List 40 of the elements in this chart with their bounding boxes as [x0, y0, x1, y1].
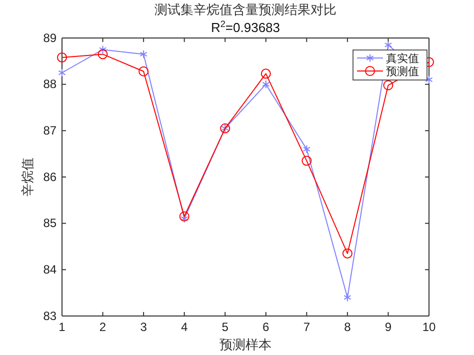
y-axis-title: 辛烷值 [21, 158, 36, 196]
chart-subtitle: R$^{2}$=0.93683 [210, 19, 280, 35]
point [302, 156, 312, 166]
point [179, 211, 190, 222]
point [302, 144, 310, 154]
x-tick-label: 1 [58, 320, 66, 334]
x-tick-label: 9 [384, 320, 392, 334]
x-tick-label: 6 [262, 320, 270, 334]
x-tick-label: 7 [303, 320, 310, 334]
x-tick-label: 2 [99, 320, 106, 334]
point [180, 214, 188, 223]
y-tick-label: 84 [43, 262, 57, 277]
point [57, 52, 67, 62]
point [262, 80, 270, 89]
y-tick-label: 86 [43, 170, 57, 184]
point [384, 40, 392, 50]
y-tick-label: 83 [43, 308, 57, 323]
point [342, 248, 352, 258]
legend-label: 真实值 [386, 52, 419, 65]
y-tick-label: 88 [43, 77, 57, 92]
x-tick-label: 10 [422, 320, 436, 334]
y-tick-label: 87 [43, 124, 57, 138]
x-tick-label: 8 [344, 320, 352, 334]
point [98, 49, 108, 60]
point [383, 80, 394, 90]
point [58, 68, 66, 78]
x-tick-label: 5 [222, 320, 229, 334]
point [260, 68, 271, 79]
x-tick-label: 3 [140, 320, 148, 334]
point [425, 75, 433, 84]
y-tick-label: 85 [43, 216, 57, 230]
point [98, 45, 107, 54]
x-tick-label: 4 [180, 320, 188, 334]
point [138, 66, 149, 76]
chart-title: 测试集辛烷值含量预测结果对比 [154, 3, 336, 18]
point [344, 293, 352, 302]
point [140, 50, 148, 59]
legend-label: 预测值 [386, 65, 419, 78]
y-tick-label: 89 [43, 30, 57, 45]
x-axis-title: 预测样本 [220, 338, 272, 353]
